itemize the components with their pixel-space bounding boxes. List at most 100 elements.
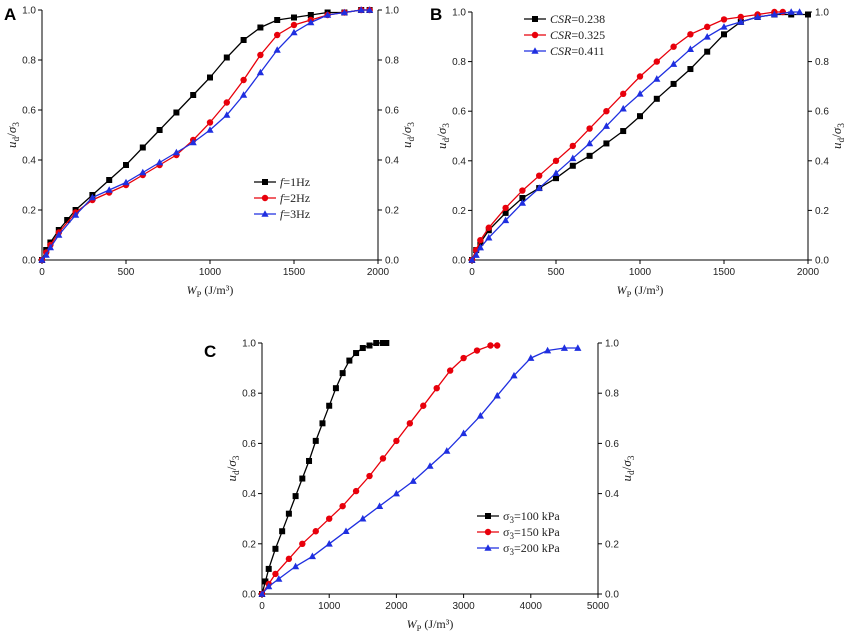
data-point (274, 17, 281, 23)
data-point (569, 154, 577, 162)
data-point (519, 195, 526, 201)
label-fragment: u (829, 142, 844, 149)
label-fragment: / (434, 134, 449, 138)
label-fragment: u (4, 141, 19, 148)
data-point (383, 340, 390, 346)
data-point (156, 158, 164, 166)
data-point (553, 175, 559, 182)
x-tick-label: 1500 (713, 267, 736, 278)
data-point (340, 8, 348, 16)
data-point (476, 411, 484, 419)
data-point (240, 76, 247, 84)
legend-fragment: =1Hz (283, 175, 310, 189)
label-fragment: d (232, 470, 242, 475)
data-point (653, 75, 661, 82)
y-tick-label-left: 1.0 (22, 6, 36, 17)
data-point (189, 138, 197, 146)
data-point (106, 177, 113, 183)
y-tick-label-right: 1.0 (815, 8, 829, 19)
data-point (64, 217, 71, 223)
legend-fragment: =2Hz (283, 191, 310, 205)
data-point (485, 233, 493, 241)
data-point (420, 402, 427, 409)
label-fragment: u (619, 474, 634, 481)
legend-marker (262, 179, 268, 185)
data-point (299, 540, 306, 547)
data-point (460, 354, 467, 362)
label-fragment: / (619, 466, 634, 470)
data-point (687, 31, 694, 38)
data-point (46, 243, 54, 251)
y-tick-label-right: 0.2 (815, 206, 829, 217)
data-point (274, 31, 281, 39)
y-tick-label-left: 0.6 (22, 106, 36, 117)
data-point (720, 23, 728, 30)
x-tick-label: 1000 (629, 267, 652, 278)
data-point (637, 113, 643, 120)
legend-fragment: 3 (509, 531, 514, 541)
x-tick-label: 0 (259, 601, 265, 612)
data-point (393, 437, 400, 445)
y-tick-label-left: 0.8 (242, 389, 256, 400)
data-point (603, 140, 610, 147)
data-point (366, 472, 373, 480)
label-fragment: 3 (407, 122, 417, 127)
x-tick-label: 1000 (318, 601, 341, 612)
label-fragment: u (224, 474, 239, 481)
label-fragment: P (197, 289, 202, 299)
legend-fragment: f (280, 207, 285, 221)
y-tick-label-left: 1.0 (452, 8, 466, 19)
label-fragment: σ (224, 460, 239, 467)
series-line (41, 9, 370, 261)
data-point (122, 178, 130, 186)
data-point (409, 477, 417, 484)
data-point (325, 540, 333, 547)
data-point (653, 58, 660, 65)
data-point (446, 367, 454, 374)
series-line (471, 11, 783, 261)
label-fragment: / (399, 133, 414, 137)
legend-label: σ3=150 kPa (503, 525, 560, 541)
data-point (258, 590, 266, 597)
data-point (366, 6, 374, 13)
label-fragment: W (187, 283, 198, 297)
y-axis-label-right: ud/σ3 (619, 455, 637, 481)
y-tick-label-right: 0.0 (815, 256, 829, 267)
data-point (273, 46, 281, 53)
data-point (173, 109, 180, 116)
y-tick-label-right: 0.4 (605, 489, 619, 500)
data-point (342, 527, 350, 535)
data-point (352, 487, 360, 495)
data-point (620, 90, 627, 98)
data-point (544, 346, 552, 354)
data-point (477, 236, 484, 244)
legend-label: f=1Hz (280, 175, 310, 189)
data-point (574, 344, 582, 351)
data-point (290, 21, 298, 29)
series-line (261, 344, 498, 595)
y-tick-label-left: 0.6 (452, 107, 466, 118)
label-fragment: (J/m³) (631, 283, 663, 297)
legend-marker (261, 194, 269, 202)
data-point (332, 385, 339, 392)
data-point (468, 256, 476, 263)
data-point (737, 18, 745, 25)
y-tick-label-right: 0.2 (385, 206, 399, 217)
data-point (636, 90, 644, 97)
legend-fragment: f (280, 191, 285, 205)
data-point (292, 493, 299, 500)
data-point (42, 251, 50, 258)
series-line (261, 347, 578, 595)
x-tick-label: 500 (118, 267, 135, 278)
data-point (805, 11, 811, 18)
data-point (312, 528, 319, 535)
data-point (359, 514, 367, 522)
x-axis-label: WP (J/m³) (407, 617, 454, 633)
legend-fragment: =150 kPa (514, 525, 560, 539)
data-point (586, 152, 593, 159)
data-point (206, 119, 214, 126)
series-0 (259, 340, 390, 597)
legend-marker (484, 528, 492, 536)
data-point (787, 8, 795, 15)
